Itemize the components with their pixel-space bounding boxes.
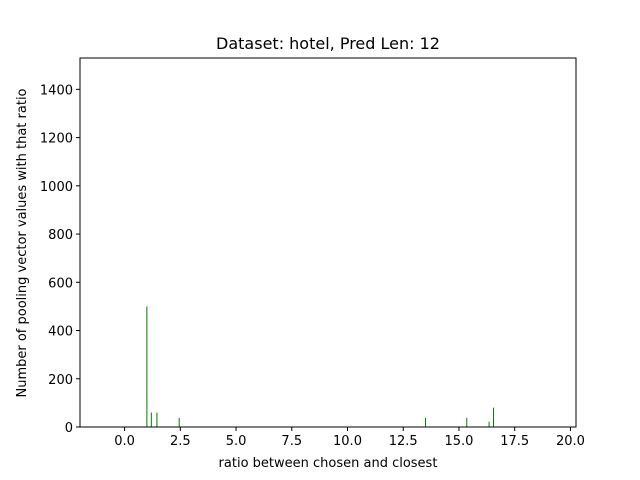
bar-5 (466, 417, 468, 427)
y-tick-label-3: 600 (48, 276, 73, 291)
bar-7 (493, 407, 495, 427)
x-tick-label-5: 12.5 (389, 434, 418, 449)
bar-2 (156, 412, 158, 427)
x-tick-label-3: 7.5 (281, 434, 302, 449)
x-axis-label: ratio between chosen and closest (219, 456, 438, 471)
x-tick-label-0: 0.0 (114, 434, 135, 449)
y-axis-label: Number of pooling vector values with tha… (15, 88, 30, 397)
x-tick-label-7: 17.5 (500, 434, 529, 449)
chart-title: Dataset: hotel, Pred Len: 12 (216, 34, 440, 53)
x-tick-label-6: 15.0 (444, 434, 473, 449)
plot-frame (79, 57, 577, 428)
bar-4 (425, 417, 427, 427)
y-tick-label-7: 1400 (40, 83, 73, 98)
x-tick-label-8: 20.0 (556, 434, 585, 449)
bars-layer (146, 306, 495, 427)
bar-0 (146, 306, 148, 427)
x-tick-label-2: 5.0 (226, 434, 247, 449)
y-tick-label-0: 0 (65, 421, 73, 436)
bar-6 (488, 421, 490, 427)
x-tick-label-4: 10.0 (333, 434, 362, 449)
y-tick-label-4: 800 (48, 228, 73, 243)
bar-3 (178, 417, 180, 427)
y-tick-label-5: 1000 (40, 180, 73, 195)
y-axis: 0 200 400 600 800 1000 1200 1400 (40, 83, 80, 436)
y-tick-label-6: 1200 (40, 132, 73, 147)
x-axis: 0.0 2.5 5.0 7.5 10.0 12.5 15.0 17.5 20.0 (114, 427, 585, 449)
y-tick-label-2: 400 (48, 325, 73, 340)
y-tick-label-1: 200 (48, 373, 73, 388)
bar-1 (150, 412, 152, 427)
x-tick-label-1: 2.5 (170, 434, 191, 449)
